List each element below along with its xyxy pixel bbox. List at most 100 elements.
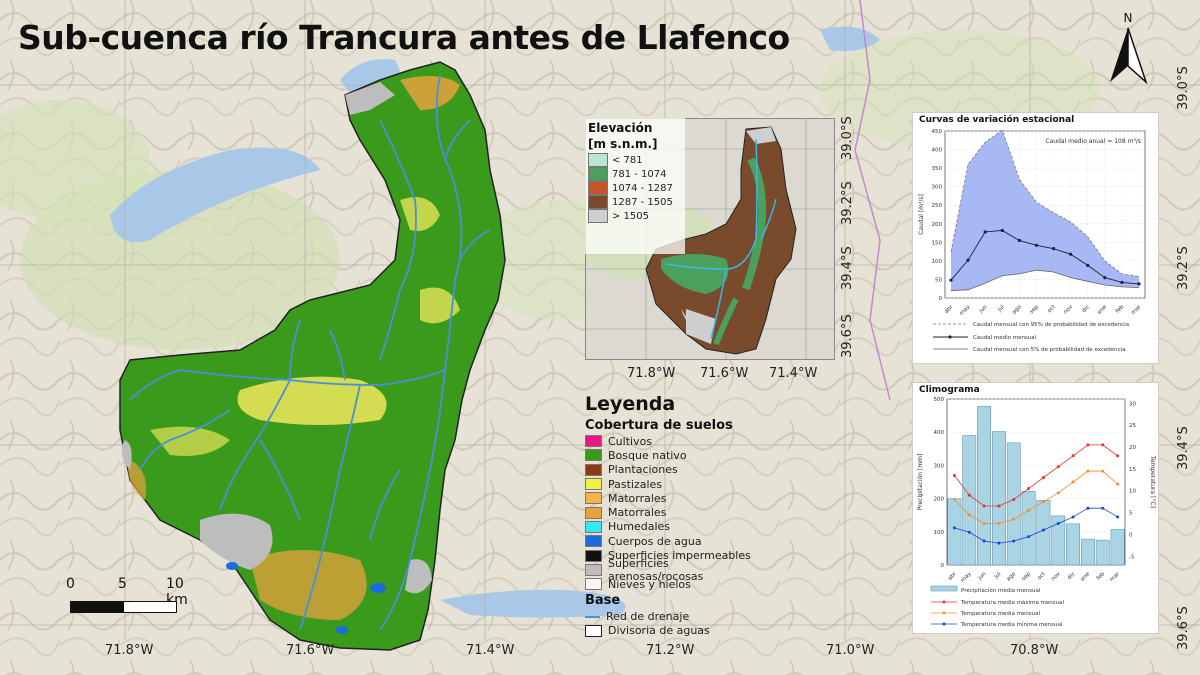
elevation-class-label: > 1505 [612, 210, 650, 222]
series-mean-point [1120, 280, 1124, 285]
precipitation-bar [1095, 539, 1110, 566]
x-tick-label: feb [1096, 571, 1107, 582]
inset-lat-label-1: 39.0°S [840, 116, 855, 160]
x-tick-label: jul [993, 571, 1003, 581]
lon-label-3: 71.4°W [466, 643, 515, 658]
divide-swatch [585, 624, 602, 637]
series-mean-point [966, 258, 970, 262]
y2-tick-label: 15 [1129, 467, 1136, 473]
temperature-point [982, 539, 986, 543]
temperature-point [952, 526, 956, 530]
y-tick-label: 0 [939, 296, 943, 302]
legend-point-mean [948, 335, 952, 339]
y-tick-label: 150 [932, 240, 943, 246]
inset-lon-label-2: 71.6°W [700, 366, 749, 381]
x-tick-label: sep [1029, 304, 1040, 315]
swatch [585, 449, 602, 462]
temperature-point [967, 530, 971, 534]
lat-label-1: 39.0°S [1176, 66, 1191, 110]
temperature-point [1086, 469, 1090, 473]
lake-villarrica [110, 147, 320, 243]
x-tick-label: ene [1097, 304, 1109, 316]
series-mean-line [950, 229, 1140, 285]
series-mean-point [1034, 243, 1039, 247]
series-mean-point [1103, 275, 1107, 280]
precipitation-bar [1021, 491, 1036, 566]
precipitation-bar [1066, 523, 1081, 566]
temperature-line [954, 444, 1118, 507]
swatch [585, 549, 602, 562]
x-tick-label: oct [1037, 571, 1048, 582]
legend-title: Leyenda [585, 393, 676, 415]
x-tick-label: ago [1011, 304, 1023, 316]
series-5pct-line [950, 129, 1140, 277]
legend-item-label: Superficies impermeables [608, 549, 751, 563]
legend-item-divide: Divisoria de aguas [585, 624, 765, 638]
swatch [585, 463, 602, 476]
north-arrow: N [1110, 11, 1148, 84]
elevation-class-label: 1074 - 1287 [612, 182, 673, 194]
y2-tick-label: 30 [1129, 401, 1136, 407]
temperature-point [997, 522, 1001, 525]
inset-lat-label-3: 39.4°S [840, 246, 855, 290]
elevation-class-label: 781 - 1074 [612, 168, 667, 180]
legend-item-label: Nieves y hielos [608, 577, 691, 591]
y2-tick-label: 5 [1129, 511, 1133, 517]
elevation-class-label: < 781 [612, 154, 643, 166]
y-tick-label: 0 [941, 563, 945, 569]
temperature-line [954, 507, 1118, 544]
temperature-point [967, 513, 971, 517]
legend-item: Plantaciones [585, 463, 765, 477]
temperature-point [1041, 500, 1045, 504]
temperature-point [1071, 454, 1075, 458]
temperature-point [982, 522, 986, 525]
elevation-class: < 781 [585, 153, 685, 167]
x-tick-label: feb [1115, 304, 1126, 315]
x-tick-label: nov [1063, 304, 1075, 316]
precipitation-bar [1006, 442, 1021, 566]
legend-point-temp [942, 622, 946, 626]
y-tick-label: 50 [935, 277, 942, 283]
temperature-point [1116, 482, 1120, 486]
legend-label: Temperatura media mensual [960, 611, 1041, 617]
swatch [585, 578, 602, 591]
climograma-chart: Climograma 0 100 200 300 400 500 -5 0 5 10 15 20 25 3… [912, 382, 1159, 634]
temperature-point [1041, 476, 1045, 480]
legend-item-label: Matorrales [608, 491, 667, 505]
x-tick-label: may [960, 571, 973, 584]
inset-lat-label-4: 39.6°S [840, 314, 855, 358]
watershed [119, 61, 506, 651]
x-tick-label: ago [1006, 571, 1018, 583]
legend-label: Precipitación media mensual [961, 587, 1041, 594]
y-axis-label: Caudal [m³/s] [918, 194, 925, 235]
series-95pct-line [950, 269, 1140, 291]
y-tick-label: 300 [932, 185, 943, 191]
y-axis-label: Precipitación [mm] [917, 454, 924, 511]
y2-tick-label: 20 [1129, 445, 1136, 451]
plot-area [946, 398, 1126, 566]
legend-item: Matorrales [585, 505, 765, 519]
temperature-point [1027, 508, 1031, 512]
swatch [585, 435, 602, 448]
legend-item: Cuerpos de agua [585, 534, 765, 548]
y-tick-label: 350 [932, 166, 943, 172]
swatch [585, 506, 602, 519]
series-mean-point [1017, 238, 1021, 243]
series-mean-point [1086, 263, 1090, 267]
precipitation-bar [991, 431, 1006, 566]
swatch [588, 195, 608, 209]
lon-label-1: 71.8°W [105, 643, 154, 658]
lon-label-2: 71.6°W [286, 643, 335, 658]
temperature-point [967, 493, 971, 497]
y-tick-label: 100 [934, 530, 945, 536]
elevation-class: 1287 - 1505 [585, 195, 685, 209]
legend-item-label: Bosque nativo [608, 448, 687, 462]
x-tick-label: mar [1109, 571, 1122, 584]
legend-label: Caudal mensual con 5% de probabilidad de… [973, 347, 1126, 353]
temperature-point [1116, 454, 1120, 458]
landcover-title: Cobertura de suelos [585, 418, 733, 433]
x-tick-label: dic [1081, 304, 1091, 314]
x-tick-label: nov [1050, 571, 1062, 583]
legend-point-temp [942, 611, 946, 615]
lon-label-4: 71.2°W [646, 643, 695, 658]
